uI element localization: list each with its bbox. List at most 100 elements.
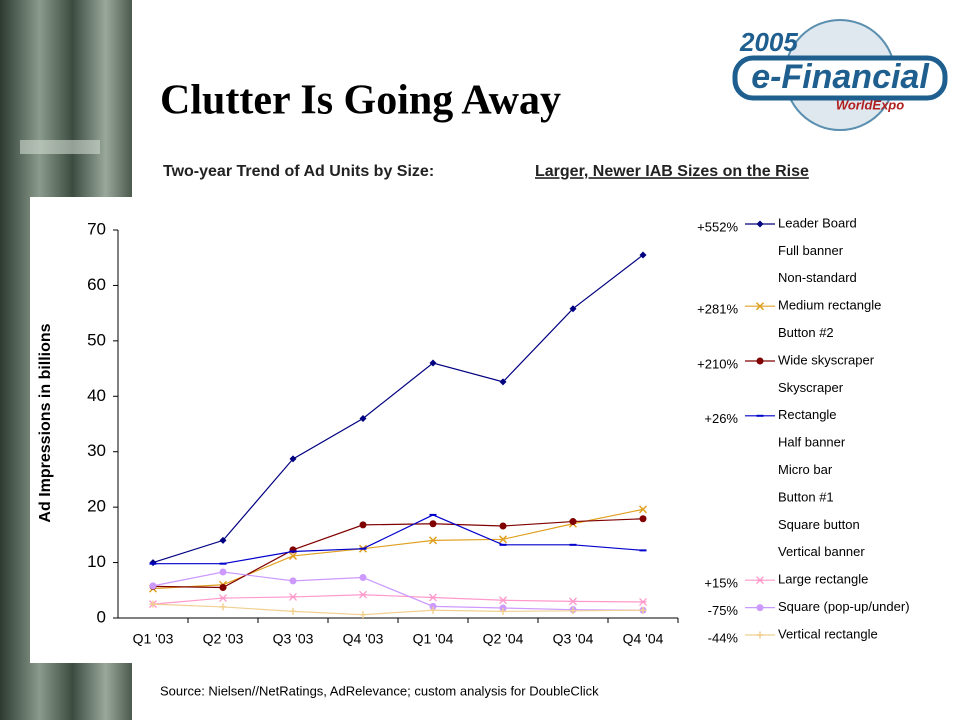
series-line (153, 514, 644, 565)
data-point (499, 378, 507, 386)
data-point (219, 536, 227, 544)
change-annotation: +15% (704, 576, 738, 591)
data-point (639, 606, 647, 614)
y-tick-label: 20 (87, 497, 106, 516)
change-annotation: -75% (708, 603, 739, 618)
series-line (152, 254, 644, 564)
x-tick-label: Q1 '03 (133, 631, 174, 647)
data-point (149, 600, 157, 608)
change-annotation: +26% (704, 411, 738, 426)
data-point (289, 592, 297, 601)
y-tick-label: 70 (87, 219, 106, 238)
legend-label: Rectangle (778, 407, 837, 422)
legend-label: Non-standard (778, 270, 857, 285)
series-line (152, 594, 644, 605)
legend-marker (756, 220, 764, 228)
data-point (499, 607, 507, 615)
legend-marker (756, 604, 764, 612)
change-annotation: +210% (697, 356, 738, 371)
data-point (359, 574, 367, 582)
change-annotation: -44% (708, 630, 739, 645)
data-point (429, 606, 437, 614)
plot: 0 10 20 30 40 50 60 70 Q1 '03 Q2 '03 Q3 '03 Q4 '03 Q… (87, 215, 909, 646)
legend-label: Button #2 (778, 325, 834, 340)
x-tick-label: Q3 '04 (553, 631, 594, 647)
data-point (289, 607, 297, 615)
subtitle: Two-year Trend of Ad Units by Size: (163, 163, 434, 180)
data-point (498, 535, 508, 544)
y-tick-label: 0 (97, 607, 106, 626)
data-point (359, 590, 367, 599)
logo-name: e-Financial (751, 58, 930, 96)
data-point (429, 520, 437, 528)
data-point (289, 577, 297, 585)
data-point (639, 251, 647, 259)
data-point (569, 518, 577, 526)
y-tick-label: 50 (87, 330, 106, 349)
series-line (152, 518, 644, 589)
logo-year: 2005 (739, 27, 798, 57)
change-annotation: +281% (697, 302, 738, 317)
data-point (289, 455, 297, 463)
data-point (149, 582, 157, 590)
legend-marker (756, 576, 764, 585)
legend-label: Micro bar (778, 462, 833, 477)
logo-tagline: WorldExpo (836, 97, 904, 112)
series-line (152, 571, 644, 611)
data-point (499, 522, 507, 530)
data-point (569, 607, 577, 615)
series-line (152, 603, 644, 616)
data-point (429, 593, 437, 602)
legend-label: Wide skyscraper (778, 352, 875, 367)
legend-marker (756, 357, 764, 365)
data-point (219, 584, 227, 592)
legend-label: Skyscraper (778, 380, 844, 395)
data-point (639, 515, 647, 523)
subtitle-emphasis: Larger, Newer IAB Sizes on the Rise (535, 163, 809, 180)
legend-label: Half banner (778, 435, 846, 450)
legend-label: Full banner (778, 243, 844, 258)
data-point (219, 603, 227, 611)
slide-title: Clutter Is Going Away (160, 78, 561, 124)
data-point (219, 594, 227, 603)
legend-label: Medium rectangle (778, 298, 881, 313)
data-point (359, 414, 367, 422)
legend-label: Large rectangle (778, 572, 868, 587)
legend-label: Leader Board (778, 215, 857, 230)
x-tick-label: Q3 '03 (273, 631, 314, 647)
data-point (639, 597, 647, 606)
x-tick-label: Q1 '04 (413, 631, 454, 647)
data-point (429, 359, 437, 367)
x-tick-label: Q4 '03 (343, 631, 384, 647)
legend-label: Button #1 (778, 489, 834, 504)
legend-label: Vertical rectangle (778, 626, 878, 641)
data-point (638, 505, 648, 514)
data-point (499, 596, 507, 605)
x-tick-label: Q4 '04 (623, 631, 664, 647)
legend-label: Vertical banner (778, 544, 865, 559)
data-point (569, 305, 577, 313)
data-point (219, 568, 227, 576)
change-annotation: +552% (697, 219, 738, 234)
x-tick-label: Q2 '04 (483, 631, 524, 647)
y-tick-label: 30 (87, 441, 106, 460)
legend-label: Square button (778, 517, 860, 532)
series-line (152, 508, 644, 590)
data-point (428, 536, 438, 545)
legend-marker (755, 302, 765, 311)
source-note: Source: Nielsen//NetRatings, AdRelevance… (160, 683, 599, 698)
y-tick-label: 40 (87, 386, 106, 405)
legend-marker (756, 631, 764, 639)
data-point (569, 597, 577, 606)
logo-badge (732, 55, 948, 101)
y-tick-label: 10 (87, 552, 106, 571)
data-point (429, 602, 437, 610)
x-tick-label: Q2 '03 (203, 631, 244, 647)
y-tick-label: 60 (87, 275, 106, 294)
y-axis-label: Ad Impressions in billions (37, 323, 54, 522)
bamboo-node (20, 140, 100, 154)
data-point (359, 521, 367, 529)
data-point (359, 611, 367, 619)
